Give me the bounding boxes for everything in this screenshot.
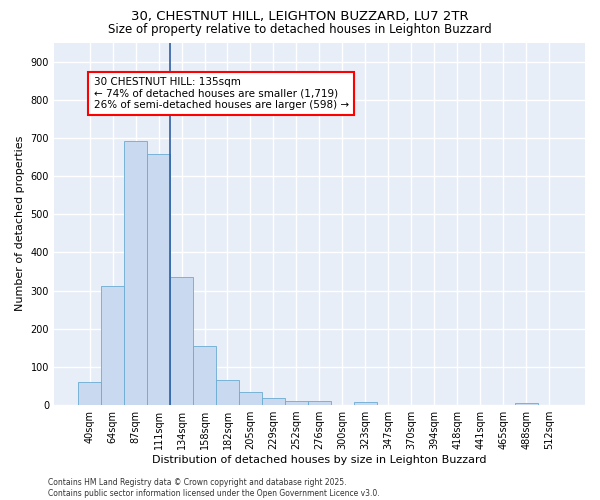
Bar [515,403,538,405]
Bar [308,401,331,405]
Text: 30 CHESTNUT HILL: 135sqm
← 74% of detached houses are smaller (1,719)
26% of sem: 30 CHESTNUT HILL: 135sqm ← 74% of detach… [94,77,349,110]
Text: Contains HM Land Registry data © Crown copyright and database right 2025.
Contai: Contains HM Land Registry data © Crown c… [48,478,380,498]
Y-axis label: Number of detached properties: Number of detached properties [15,136,25,312]
Bar [170,277,193,405]
Bar [354,402,377,405]
Bar [124,140,147,405]
Bar [101,286,124,405]
X-axis label: Distribution of detached houses by size in Leighton Buzzard: Distribution of detached houses by size … [152,455,487,465]
Text: Size of property relative to detached houses in Leighton Buzzard: Size of property relative to detached ho… [108,22,492,36]
Bar [262,398,285,405]
Bar [216,380,239,405]
Bar [285,401,308,405]
Text: 30, CHESTNUT HILL, LEIGHTON BUZZARD, LU7 2TR: 30, CHESTNUT HILL, LEIGHTON BUZZARD, LU7… [131,10,469,23]
Bar [147,154,170,405]
Bar [193,346,216,405]
Bar [239,392,262,405]
Bar [78,382,101,405]
